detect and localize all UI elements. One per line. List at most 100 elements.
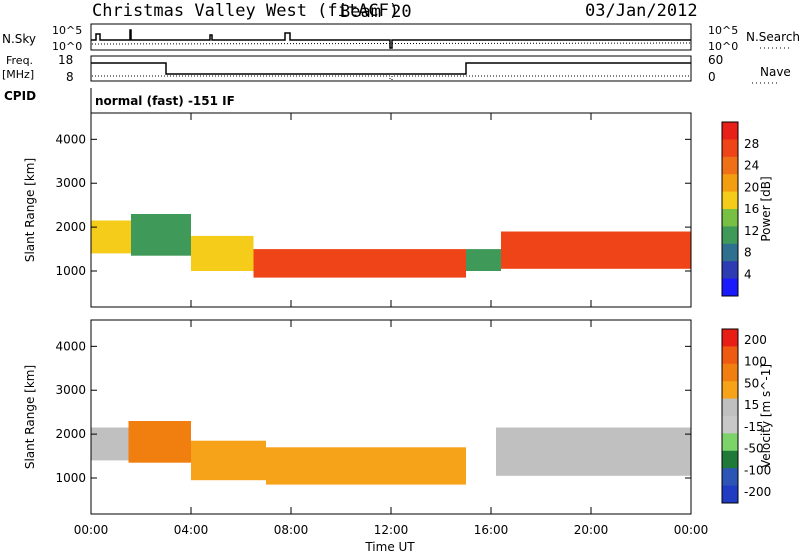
colorbar-tick-label: 200 bbox=[744, 333, 767, 347]
velocity-y-axis-label: Slant Range [km] bbox=[23, 365, 37, 469]
x-tick-label: 00:00 bbox=[674, 523, 709, 537]
velocity-colorbar: 200 100 50 15 -15 -50 -100 -200 Velocity [m s^-… bbox=[721, 328, 773, 504]
colorbar-segment bbox=[722, 398, 738, 417]
colorbar-tick-label: 15 bbox=[744, 398, 759, 412]
nsearch-tick-low: 10^0 bbox=[708, 40, 738, 53]
power-panel: 1000 2000 3000 4000 Slant Range [km] bbox=[23, 112, 692, 308]
velocity-x-ticks: 00:00 04:00 08:00 12:00 16:00 20:00 00:00 bbox=[74, 320, 709, 537]
y-tick-label: 1000 bbox=[55, 471, 86, 485]
y-tick-label: 4000 bbox=[55, 339, 86, 353]
colorbar-tick-label: 16 bbox=[744, 202, 759, 216]
station-title: Christmas Valley West (fitACF) bbox=[92, 1, 399, 21]
power-colorbar: 4 8 12 16 20 24 28 Power [dB] bbox=[721, 121, 773, 297]
colorbar-tick-label: 50 bbox=[744, 376, 759, 390]
freq-tick-low: 8 bbox=[66, 70, 74, 84]
y-tick-label: 1000 bbox=[55, 264, 86, 278]
colorbar-segment bbox=[722, 329, 738, 347]
colorbar-segment bbox=[722, 346, 738, 365]
nsearch-trace bbox=[91, 42, 692, 45]
date-label: 03/Jan/2012 bbox=[585, 1, 698, 21]
power-bands bbox=[91, 214, 691, 278]
freq-trace bbox=[91, 62, 691, 75]
time-axis-label: Time UT bbox=[364, 540, 415, 554]
freq-label-line2: [MHz] bbox=[2, 68, 34, 81]
power-x-ticks bbox=[90, 113, 692, 307]
power-colorbar-label: Power [dB] bbox=[759, 176, 773, 241]
nave-tick-low: 0 bbox=[708, 70, 716, 84]
echo-band bbox=[266, 447, 466, 485]
colorbar-segment bbox=[722, 174, 738, 193]
y-tick-label: 2000 bbox=[55, 427, 86, 441]
x-tick-label: 16:00 bbox=[474, 523, 509, 537]
nsky-tick-high: 10^5 bbox=[52, 24, 82, 37]
colorbar-tick-label: 8 bbox=[744, 246, 752, 260]
freq-label-line1: Freq. bbox=[6, 54, 33, 67]
echo-band bbox=[466, 249, 501, 271]
colorbar-segment bbox=[722, 122, 738, 140]
nsearch-tick-high: 10^5 bbox=[708, 24, 738, 37]
y-tick-label: 2000 bbox=[55, 220, 86, 234]
colorbar-segment bbox=[722, 433, 738, 452]
colorbar-tick-label: 20 bbox=[744, 180, 759, 194]
colorbar-tick-label: 28 bbox=[744, 137, 759, 151]
freq-tick-high: 18 bbox=[58, 53, 73, 67]
colorbar-tick-label: 100 bbox=[744, 355, 767, 369]
colorbar-segment bbox=[722, 156, 738, 175]
colorbar-tick-label: 24 bbox=[744, 159, 759, 173]
velocity-y-ticks: 1000 2000 3000 4000 bbox=[55, 339, 691, 485]
y-tick-label: 3000 bbox=[55, 383, 86, 397]
echo-band bbox=[501, 231, 691, 269]
cpid-label: CPID bbox=[4, 89, 36, 103]
echo-band bbox=[191, 235, 254, 271]
nave-tick-high: 60 bbox=[708, 53, 723, 67]
echo-band bbox=[191, 440, 266, 481]
echo-band bbox=[91, 220, 131, 254]
y-tick-label: 4000 bbox=[55, 132, 86, 146]
cpid-panel: CPID normal (fast) -151 IF bbox=[4, 88, 235, 113]
colorbar-segment bbox=[722, 485, 738, 504]
freq-panel: Freq. [MHz] 18 8 60 0 Nave bbox=[2, 53, 791, 84]
cpid-text: normal (fast) -151 IF bbox=[95, 94, 235, 108]
velocity-bands bbox=[91, 421, 691, 485]
nave-label: Nave bbox=[760, 65, 791, 79]
echo-band bbox=[91, 427, 129, 461]
x-tick-label: 12:00 bbox=[374, 523, 409, 537]
colorbar-segment bbox=[722, 381, 738, 400]
x-tick-label: 20:00 bbox=[574, 523, 609, 537]
colorbar-tick-label: 4 bbox=[744, 267, 752, 281]
nsky-label: N.Sky bbox=[2, 32, 36, 46]
beam-label: Beam 20 bbox=[340, 2, 412, 22]
colorbar-tick-label: -200 bbox=[744, 485, 771, 499]
colorbar-segment bbox=[722, 139, 738, 158]
colorbar-segment bbox=[722, 468, 738, 487]
colorbar-segment bbox=[722, 243, 738, 262]
x-tick-label: 00:00 bbox=[74, 523, 109, 537]
x-tick-label: 08:00 bbox=[274, 523, 309, 537]
x-tick-label: 04:00 bbox=[174, 523, 209, 537]
velocity-panel: 1000 2000 3000 4000 00:00 04:00 08:00 12:00 16:… bbox=[23, 319, 709, 554]
colorbar-segment bbox=[722, 278, 738, 297]
power-y-axis-label: Slant Range [km] bbox=[23, 158, 37, 262]
colorbar-segment bbox=[722, 416, 738, 434]
colorbar-tick-label: -15 bbox=[744, 420, 764, 434]
power-y-ticks: 1000 2000 3000 4000 bbox=[55, 132, 691, 278]
colorbar-segment bbox=[722, 191, 738, 210]
colorbar-segment bbox=[722, 363, 738, 382]
nsearch-label: N.Search bbox=[746, 30, 800, 44]
nsky-panel: N.Sky 10^5 10^0 10^5 10^0 N.Search bbox=[2, 23, 800, 53]
echo-band bbox=[496, 427, 691, 476]
y-tick-label: 3000 bbox=[55, 176, 86, 190]
colorbar-segment bbox=[722, 209, 738, 227]
echo-band bbox=[253, 249, 466, 278]
colorbar-tick-label: 12 bbox=[744, 224, 759, 238]
velocity-colorbar-label: Velocity [m s^-1] bbox=[759, 364, 773, 468]
colorbar-tick-label: -50 bbox=[744, 442, 764, 456]
echo-band bbox=[131, 214, 191, 256]
colorbar-segment bbox=[722, 261, 738, 280]
nsky-tick-low: 10^0 bbox=[52, 40, 82, 53]
nave-trace bbox=[92, 75, 691, 82]
colorbar-tick-label: -100 bbox=[744, 463, 771, 477]
echo-band bbox=[128, 421, 191, 463]
colorbar-segment bbox=[722, 450, 738, 469]
